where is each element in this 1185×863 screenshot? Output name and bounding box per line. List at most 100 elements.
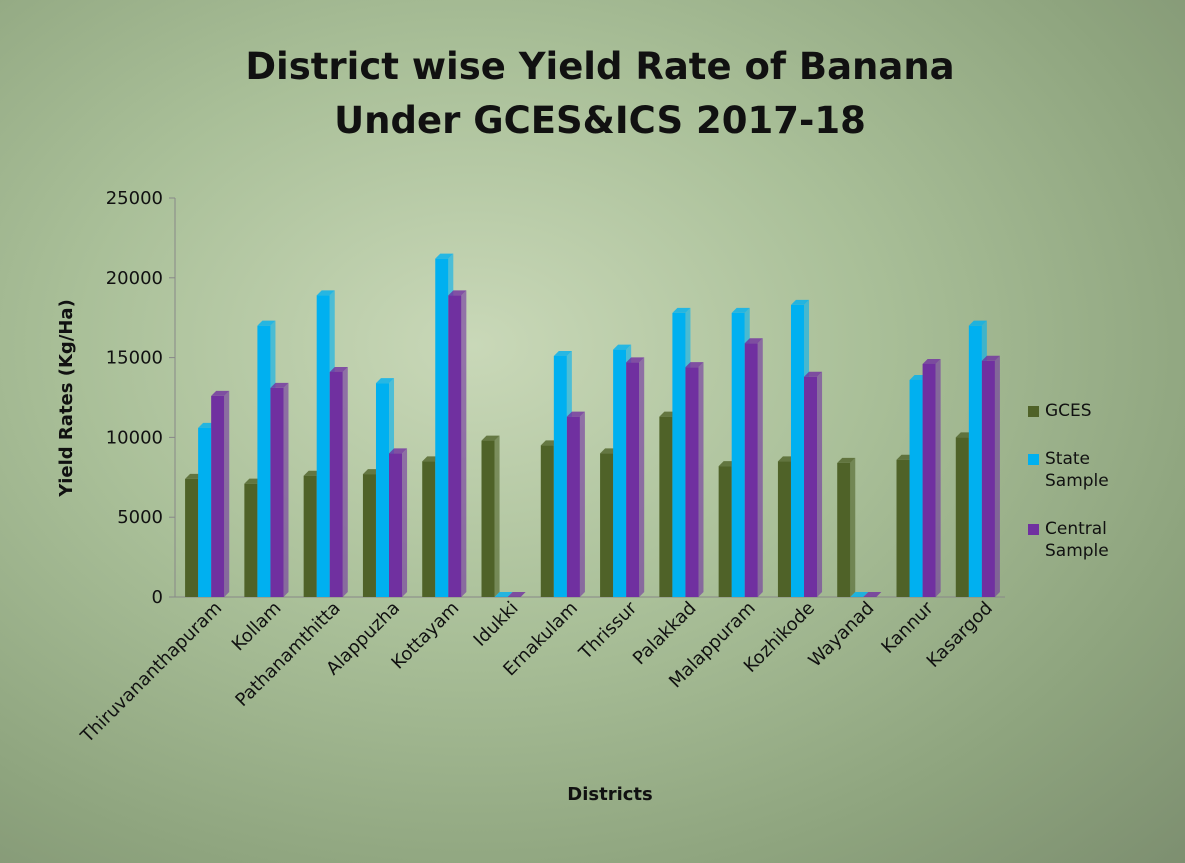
bar-top xyxy=(507,592,526,597)
bar xyxy=(244,483,258,597)
legend-item: Central Sample xyxy=(1028,518,1178,562)
bar-side xyxy=(994,355,1000,597)
bar-top xyxy=(804,371,823,377)
bar-top xyxy=(211,390,230,396)
bar-side xyxy=(402,448,408,597)
bar-top xyxy=(922,358,941,364)
bar-side xyxy=(283,382,289,597)
x-tick-label: Kannur xyxy=(877,597,938,658)
bar xyxy=(316,295,330,597)
y-tick-label: 20000 xyxy=(106,268,163,289)
bar xyxy=(553,356,567,597)
bar-top xyxy=(389,448,408,454)
bar-top xyxy=(685,362,704,368)
bar xyxy=(389,453,403,597)
bar-top xyxy=(375,378,395,384)
bar xyxy=(435,258,449,597)
legend-item: State Sample xyxy=(1028,448,1178,492)
legend: GCES State Sample Central Sample xyxy=(1028,400,1178,588)
bar xyxy=(270,387,284,597)
bar-top xyxy=(850,592,869,597)
bar-side xyxy=(342,366,348,597)
bar xyxy=(540,445,554,597)
chart-title: District wise Yield Rate of Banana Under… xyxy=(245,45,955,142)
bar xyxy=(613,349,627,597)
bar-top xyxy=(270,382,289,388)
bar xyxy=(685,367,699,597)
bar-top xyxy=(731,307,750,313)
bar-top xyxy=(613,344,632,350)
bar xyxy=(375,383,390,597)
bar xyxy=(448,295,462,597)
bar-top xyxy=(257,320,276,326)
bar xyxy=(329,371,343,597)
x-tick-label: Kollam xyxy=(228,598,286,656)
bar-top xyxy=(981,355,1000,361)
x-axis-title: Districts xyxy=(567,784,652,805)
bar-top xyxy=(481,435,500,441)
bar-top xyxy=(448,290,467,296)
legend-swatch xyxy=(1028,524,1039,535)
y-tick-label: 15000 xyxy=(106,348,163,369)
bar-top xyxy=(329,366,348,372)
bar xyxy=(896,459,910,597)
legend-label: State Sample xyxy=(1045,449,1109,491)
y-tick-label: 5000 xyxy=(117,507,163,528)
x-tick-label: Pathanamthitta xyxy=(231,598,344,711)
bar-side xyxy=(817,371,823,597)
bar xyxy=(731,312,745,597)
bar xyxy=(303,475,317,597)
bar-top xyxy=(837,457,856,463)
legend-swatch xyxy=(1028,454,1039,465)
bar xyxy=(600,453,614,597)
x-tick-label: Idukki xyxy=(470,598,523,651)
y-tick-label: 10000 xyxy=(106,427,163,448)
bar-top xyxy=(435,253,454,259)
bar-side xyxy=(494,435,500,597)
bar xyxy=(422,461,436,597)
y-axis-title: Yield Rates (Kg/Ha) xyxy=(56,299,77,498)
bar-top xyxy=(553,351,572,357)
y-tick-label: 0 xyxy=(152,587,163,608)
bar-top xyxy=(968,320,987,326)
bar xyxy=(909,379,923,597)
bar-top xyxy=(744,338,763,344)
legend-swatch xyxy=(1028,406,1039,417)
bar-top xyxy=(316,290,335,296)
bar xyxy=(955,437,969,597)
bar-side xyxy=(757,338,763,597)
bar xyxy=(481,440,495,597)
bar-side xyxy=(461,290,467,597)
bar xyxy=(777,461,791,597)
bar xyxy=(257,325,271,597)
bar-top xyxy=(790,299,810,305)
bar-side xyxy=(935,358,941,597)
bar xyxy=(922,363,936,597)
bar-top xyxy=(863,592,882,597)
bar-top xyxy=(566,411,585,417)
bar-top xyxy=(494,592,513,597)
bar xyxy=(790,304,805,597)
bar xyxy=(211,395,225,597)
bar-top xyxy=(626,357,645,363)
bar xyxy=(672,312,686,597)
y-tick-label: 25000 xyxy=(106,188,163,209)
bar xyxy=(804,376,818,597)
bar xyxy=(362,474,376,597)
bar xyxy=(185,478,199,597)
bar xyxy=(198,427,212,597)
legend-item: GCES xyxy=(1028,400,1178,422)
legend-label: GCES xyxy=(1045,401,1092,421)
bar xyxy=(744,343,758,597)
x-tick-label: Wayanad xyxy=(805,598,879,672)
bar xyxy=(968,325,982,597)
bar xyxy=(659,416,673,597)
bar-side xyxy=(224,390,230,597)
bar-side xyxy=(850,457,856,597)
bar xyxy=(837,462,851,597)
x-tick-label: Thiruvananthapuram xyxy=(76,598,226,748)
legend-label: Central Sample xyxy=(1045,519,1109,561)
bar xyxy=(718,466,732,597)
